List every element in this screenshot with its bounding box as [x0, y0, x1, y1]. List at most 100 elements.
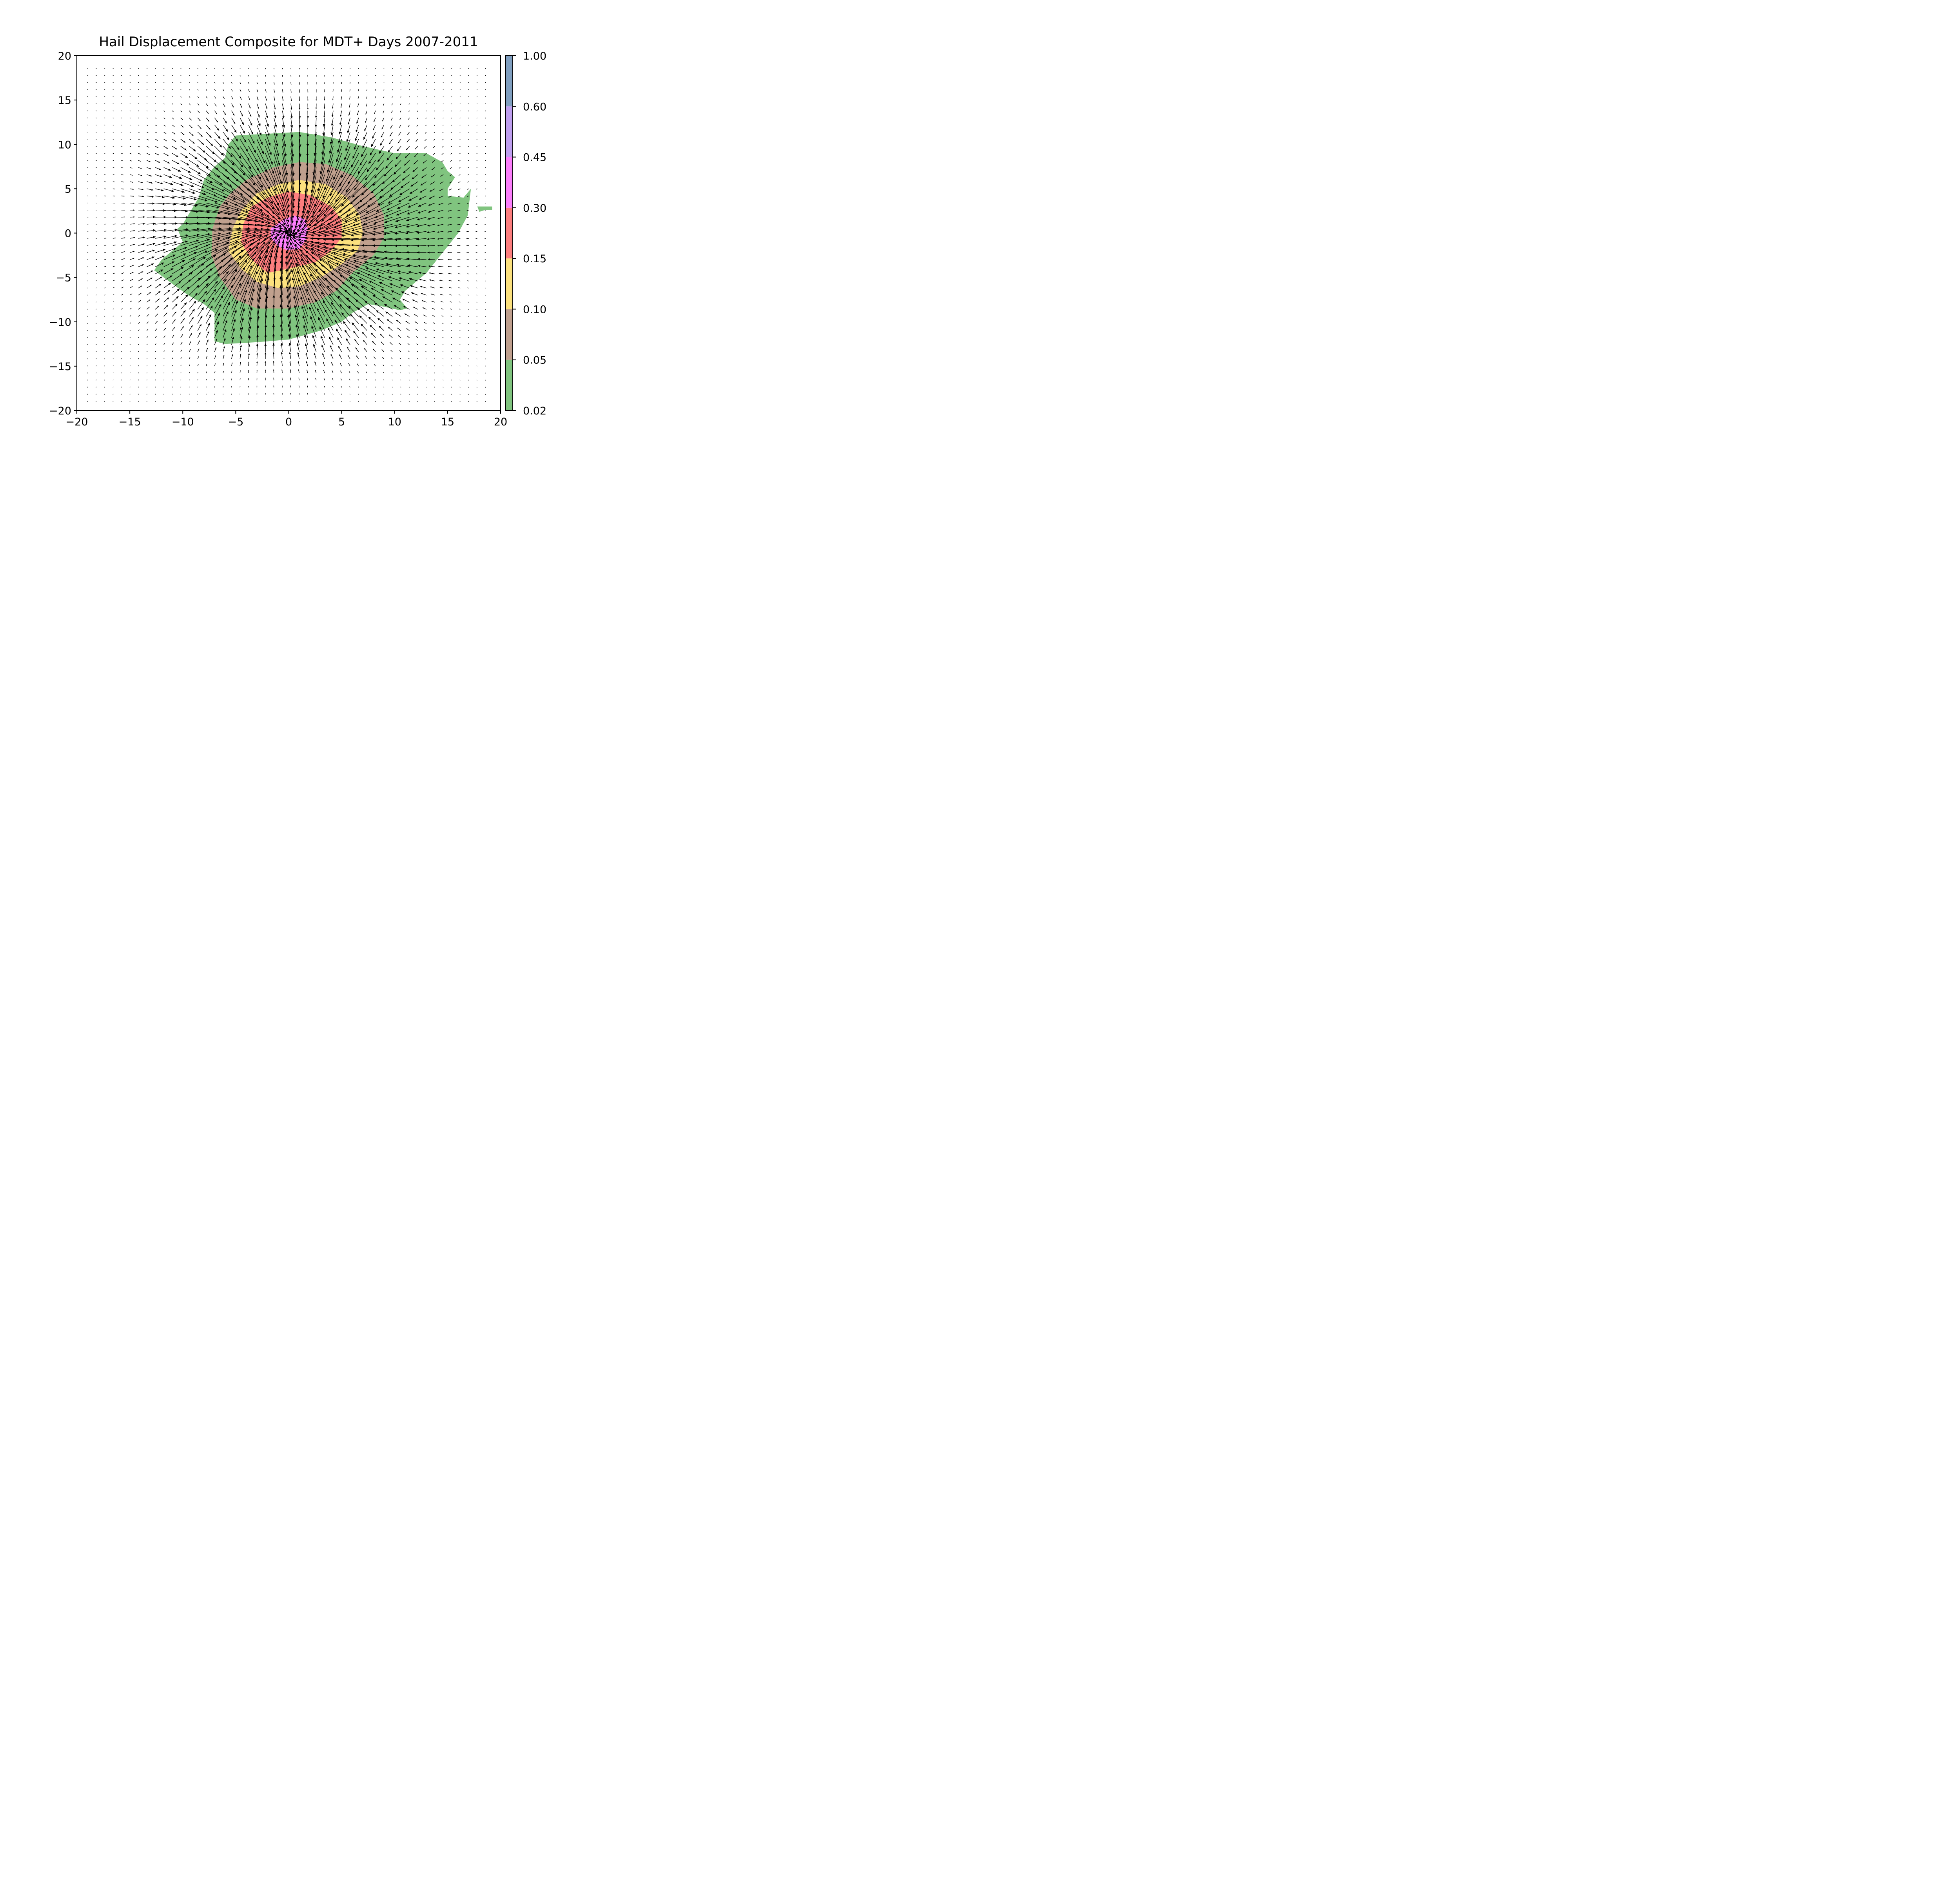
vector-arrow-head: [382, 120, 383, 122]
vector-arrow-head: [430, 286, 432, 288]
vector-arrow-head: [307, 91, 309, 93]
vector-arrow-head: [317, 276, 320, 279]
vector-arrow-head: [381, 135, 383, 138]
vector-arrow: [206, 210, 231, 215]
vector-arrow-head: [303, 325, 306, 328]
vector-arrow: [441, 160, 444, 162]
vector-arrow: [248, 203, 270, 217]
vector-arrow-head: [421, 176, 423, 178]
vector-arrow-head: [352, 229, 354, 232]
vector-arrow-head: [332, 99, 334, 100]
vector-arrow-head: [430, 293, 432, 295]
vector-arrow: [87, 131, 89, 133]
vector-arrow-head: [173, 248, 176, 251]
vector-arrow-head: [398, 134, 400, 136]
vector-arrow: [392, 68, 393, 69]
vector-arrow-head: [232, 337, 234, 340]
vector-arrow: [339, 303, 350, 317]
vector-arrow-head: [344, 157, 347, 160]
vector-arrow: [434, 344, 435, 345]
vector-arrow: [138, 336, 140, 338]
vector-arrow: [223, 302, 230, 317]
vector-arrow: [400, 103, 401, 105]
vector-arrow-head: [273, 180, 276, 183]
vector-arrow: [425, 336, 427, 338]
vector-arrow-head: [213, 289, 216, 292]
vector-arrow-head: [194, 252, 197, 254]
vector-arrow-head: [303, 206, 305, 209]
vector-arrow-head: [303, 224, 306, 227]
vector-arrow-head: [290, 262, 293, 265]
vector-arrow: [96, 238, 98, 239]
vector-arrow-head: [283, 226, 287, 229]
vector-arrow-head: [260, 142, 263, 145]
vector-arrow: [104, 344, 105, 345]
vector-arrow: [408, 351, 410, 352]
vector-arrow-head: [281, 369, 283, 371]
vector-arrow-head: [195, 293, 198, 296]
vector-arrow-head: [348, 114, 350, 116]
vector-arrow-head: [292, 206, 295, 209]
vector-arrow-head: [437, 238, 439, 240]
vector-arrow-head: [249, 316, 252, 319]
vector-arrow-head: [266, 115, 268, 118]
vector-arrow: [240, 299, 246, 317]
vector-arrow-head: [439, 280, 441, 281]
vector-arrow-head: [249, 166, 252, 169]
vector-arrow: [281, 255, 283, 281]
vector-arrow: [374, 210, 393, 218]
vector-arrow-head: [261, 270, 264, 273]
vector-arrow-head: [282, 125, 285, 128]
vector-arrow-head: [362, 332, 365, 334]
vector-arrow-head: [372, 136, 374, 139]
vector-arrow: [354, 174, 367, 191]
vector-arrow-head: [308, 298, 310, 300]
vector-arrow-head: [315, 107, 317, 109]
vector-arrow: [390, 350, 393, 352]
vector-arrow: [485, 132, 486, 133]
vector-arrow-head: [361, 154, 364, 157]
vector-arrow-head: [143, 243, 145, 245]
vector-arrow-head: [389, 334, 390, 336]
vector-arrow-head: [322, 143, 325, 145]
vector-arrow-head: [272, 352, 275, 354]
vector-arrow-head: [260, 231, 263, 234]
vector-arrow: [323, 238, 350, 240]
vector-arrow: [240, 195, 263, 212]
vector-arrow-head: [337, 216, 340, 218]
x-tick-label: 15: [441, 416, 454, 428]
vector-arrow: [240, 235, 262, 246]
vector-arrow: [214, 379, 215, 381]
vector-arrow: [223, 160, 237, 174]
vector-arrow: [256, 278, 263, 303]
vector-arrow-head: [447, 238, 449, 240]
vector-arrow: [248, 288, 255, 310]
vector-arrow: [256, 241, 271, 260]
vector-arrow-head: [319, 227, 322, 229]
vector-arrow-head: [338, 296, 340, 298]
vector-arrow: [350, 188, 367, 205]
vector-arrow: [96, 344, 97, 345]
vector-arrow: [104, 387, 105, 388]
vector-arrow: [424, 329, 427, 331]
vector-arrow: [206, 160, 219, 170]
vector-arrow: [223, 244, 246, 260]
vector-arrow: [433, 139, 435, 141]
vector-arrow: [336, 262, 359, 274]
vector-arrow: [189, 210, 210, 213]
vector-arrow-head: [251, 298, 254, 300]
vector-arrow-head: [457, 224, 458, 225]
chart-title: Hail Displacement Composite for MDT+ Day…: [99, 34, 478, 50]
vector-arrow-head: [159, 168, 161, 170]
vector-arrow: [280, 314, 283, 331]
vector-arrow: [138, 394, 139, 395]
vector-arrow-head: [240, 164, 243, 167]
vector-arrow: [399, 350, 401, 352]
vector-arrow: [468, 68, 469, 69]
vector-arrow-head: [133, 223, 135, 225]
vector-arrow: [425, 125, 427, 127]
vector-arrow: [104, 89, 105, 90]
vector-arrow: [468, 96, 469, 98]
vector-arrow-head: [298, 206, 300, 209]
vector-arrow: [375, 387, 376, 388]
